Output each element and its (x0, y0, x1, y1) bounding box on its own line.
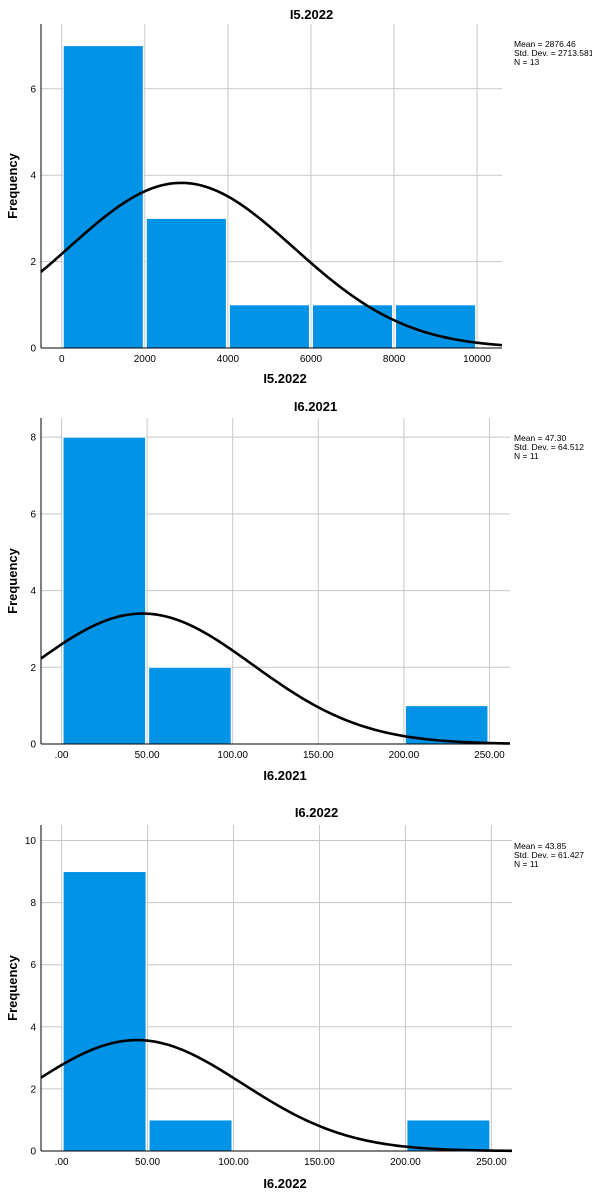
y-tick-label: 8 (30, 433, 36, 444)
histogram-bar (62, 436, 147, 745)
stats-legend-line: Mean = 43.85 (514, 841, 566, 851)
y-axis-label: Frequency (5, 547, 20, 614)
y-tick-label: 0 (30, 740, 36, 751)
stats-legend-line: Mean = 47.30 (514, 433, 566, 443)
y-axis-label: Frequency (5, 954, 20, 1021)
x-tick-label: 250.00 (476, 1157, 507, 1168)
x-tick-label: .00 (55, 750, 69, 761)
stats-legend-line: N = 11 (514, 451, 539, 461)
chart-panel-3: 0 2 4 6 8 10 .00 50.00 100.00 150.00 200.00 250.00 I… (5, 805, 584, 1191)
histogram-bar (311, 304, 394, 349)
x-tick-label: 2000 (134, 354, 157, 365)
y-tick-label: 6 (30, 84, 36, 95)
y-tick-label: 0 (30, 344, 36, 355)
chart-panel-2: 0 2 4 6 8 .00 50.00 100.00 150.00 200.00 250.00 I6.… (5, 399, 584, 783)
stats-legend-line: Std. Dev. = 2713.581 (514, 48, 592, 58)
histogram-bar (406, 1119, 491, 1152)
histogram-bar (145, 217, 227, 349)
histogram-bar (62, 45, 144, 349)
y-tick-label: 10 (25, 836, 37, 847)
normal-curve (40, 612, 511, 745)
stats-legend-line: Mean = 2876.46 (514, 39, 576, 49)
x-tick-label: 4000 (217, 354, 240, 365)
x-tick-label: 50.00 (135, 1157, 160, 1168)
y-axis-label: Frequency (5, 152, 20, 219)
chart-panel-1: 0 2 4 6 0 2000 4000 6000 8000 10000 I5.2022 I5.2022… (5, 7, 592, 386)
y-tick-label: 4 (30, 586, 36, 597)
y-tick-label: 0 (30, 1147, 36, 1158)
x-tick-label: 50.00 (135, 750, 160, 761)
normal-curve (40, 1038, 513, 1153)
x-axis-label: I6.2022 (263, 1176, 306, 1191)
histogram-bar (228, 304, 310, 349)
x-tick-label: 250.00 (474, 750, 505, 761)
y-tick-label: 8 (30, 898, 36, 909)
histogram-bar (148, 1119, 233, 1152)
x-tick-label: 200.00 (389, 750, 420, 761)
y-tick-label: 2 (30, 663, 36, 674)
x-tick-label: .00 (55, 1157, 69, 1168)
x-tick-label: 150.00 (303, 750, 334, 761)
y-tick-label: 6 (30, 509, 36, 520)
x-tick-label: 150.00 (304, 1157, 335, 1168)
histogram-bar (148, 666, 232, 745)
y-tick-label: 6 (30, 960, 36, 971)
stats-legend-line: N = 11 (514, 859, 539, 869)
x-tick-label: 10000 (463, 354, 491, 365)
y-tick-label: 2 (30, 257, 36, 268)
x-axis-label: I6.2021 (263, 768, 306, 783)
stats-legend-line: N = 13 (514, 57, 540, 67)
x-tick-label: 0 (59, 354, 65, 365)
x-axis-label: I5.2022 (263, 371, 306, 386)
chart-title: I6.2021 (294, 399, 337, 414)
chart-title: I6.2022 (295, 805, 338, 820)
stats-legend-line: Std. Dev. = 64.512 (514, 442, 584, 452)
x-tick-label: 200.00 (390, 1157, 421, 1168)
x-tick-label: 8000 (383, 354, 406, 365)
x-tick-label: 6000 (300, 354, 323, 365)
stats-legend-line: Std. Dev. = 61.427 (514, 850, 584, 860)
y-tick-label: 4 (30, 171, 36, 182)
x-tick-label: 100.00 (217, 750, 248, 761)
histogram-bar (62, 871, 147, 1152)
normal-curve (40, 181, 503, 347)
x-tick-label: 100.00 (218, 1157, 249, 1168)
y-tick-label: 4 (30, 1022, 36, 1033)
chart-title: I5.2022 (290, 7, 333, 22)
y-tick-label: 2 (30, 1084, 36, 1095)
